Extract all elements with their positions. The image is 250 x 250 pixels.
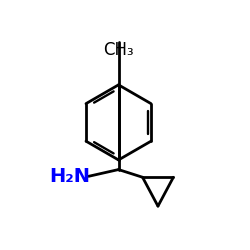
Text: CH₃: CH₃ xyxy=(103,41,134,59)
Text: H₂N: H₂N xyxy=(49,167,90,186)
